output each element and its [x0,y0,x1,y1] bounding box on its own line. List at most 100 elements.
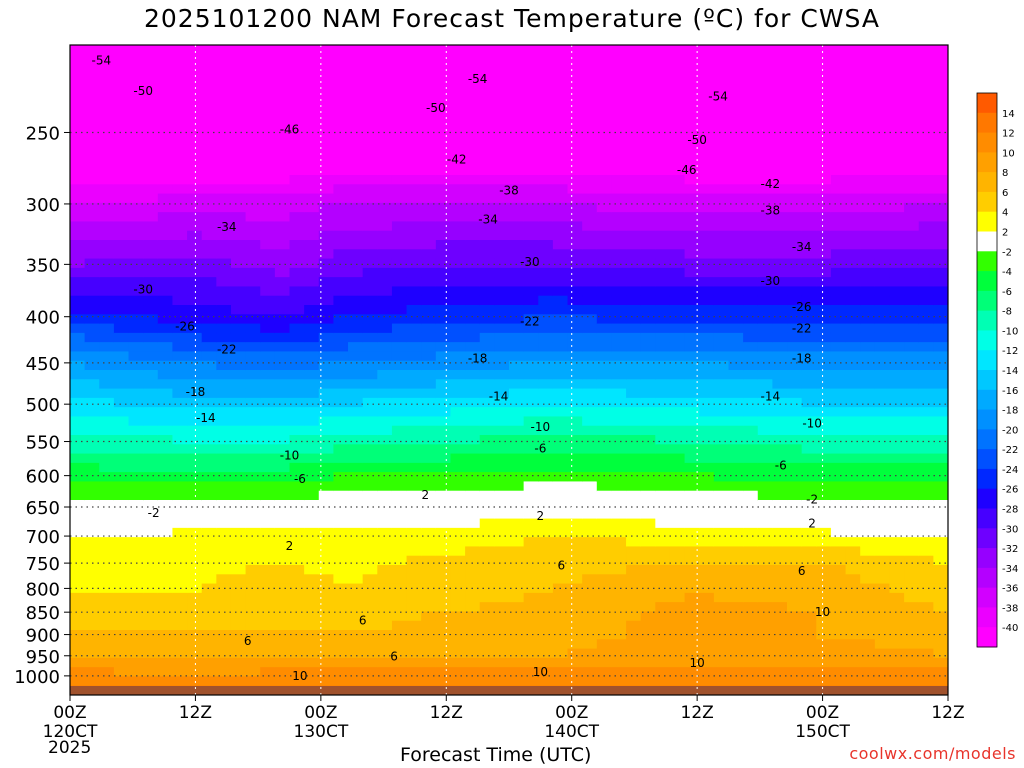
field-cell [201,323,217,334]
field-cell [757,602,773,613]
field-cell [99,82,115,93]
field-cell [889,592,905,603]
field-cell [172,407,188,418]
field-cell [99,63,115,74]
field-cell [874,277,891,288]
field-cell [918,370,934,380]
field-cell [230,639,247,650]
colorbar-swatch [977,607,997,628]
field-cell [113,184,130,195]
field-cell [611,212,627,223]
field-cell [289,370,305,380]
field-cell [362,332,378,343]
field-cell [772,453,788,464]
field-cell [289,416,305,427]
field-cell [377,592,393,603]
field-cell [406,555,422,566]
field-cell [406,147,422,158]
field-cell [216,657,232,668]
field-cell [523,128,539,139]
field-cell [669,462,686,473]
field-cell [450,342,466,353]
field-cell [787,462,803,473]
field-cell [523,555,539,566]
field-cell [743,240,759,250]
field-cell [201,295,217,306]
field-cell [845,611,861,622]
field-cell [333,221,349,232]
field-cell [406,592,422,603]
field-cell [874,82,891,93]
field-cell [655,416,671,427]
field-cell [582,45,598,55]
field-cell [509,342,525,353]
field-cell [816,518,832,529]
field-cell [845,397,861,408]
field-cell [333,137,349,148]
field-cell [655,193,671,204]
field-cell [552,407,569,418]
field-cell [933,444,948,455]
field-cell [245,221,261,232]
field-cell [713,258,730,269]
field-cell [494,230,510,241]
field-cell [362,100,378,111]
field-cell [860,537,876,548]
field-cell [435,128,452,139]
field-cell [99,657,115,668]
field-cell [509,314,525,325]
field-cell [509,462,525,473]
field-cell [143,481,159,492]
field-cell [552,592,569,603]
field-cell [128,509,144,520]
field-cell [362,128,378,139]
field-cell [743,555,759,566]
field-cell [216,295,232,306]
field-cell [494,630,510,640]
field-cell [509,407,525,418]
field-cell [772,63,788,74]
contour-label: -46 [280,122,300,136]
field-cell [874,193,891,204]
field-cell [450,351,466,362]
field-cell [421,527,437,538]
field-cell [289,314,305,325]
field-cell [918,230,934,241]
field-cell [918,407,934,418]
field-cell [611,165,627,176]
field-cell [787,602,803,613]
field-cell [289,221,305,232]
field-cell [274,602,291,613]
field-cell [655,537,671,548]
field-cell [99,54,115,65]
field-cell [348,416,364,427]
field-cell [933,147,948,158]
field-cell [245,574,261,585]
field-cell [304,667,320,678]
field-cell [611,657,627,668]
field-cell [113,45,130,55]
field-cell [128,388,144,399]
field-cell [377,332,393,343]
field-cell [772,602,788,613]
field-cell [801,648,817,659]
field-cell [450,137,466,148]
field-cell [304,527,320,538]
field-cell [655,82,671,93]
field-cell [435,119,452,130]
site-credit-link[interactable]: coolwx.com/models [849,744,1016,763]
field-cell [260,425,276,436]
field-cell [567,416,583,427]
field-cell [450,147,466,158]
field-cell [70,54,86,65]
field-cell [274,518,291,529]
field-cell [333,110,349,120]
field-cell [626,639,642,650]
field-cell [552,639,569,650]
field-cell [816,54,832,65]
field-cell [333,193,349,204]
field-cell [84,267,100,278]
colorbar-label: -38 [1002,603,1018,614]
field-cell [596,453,613,464]
field-cell [757,527,773,538]
